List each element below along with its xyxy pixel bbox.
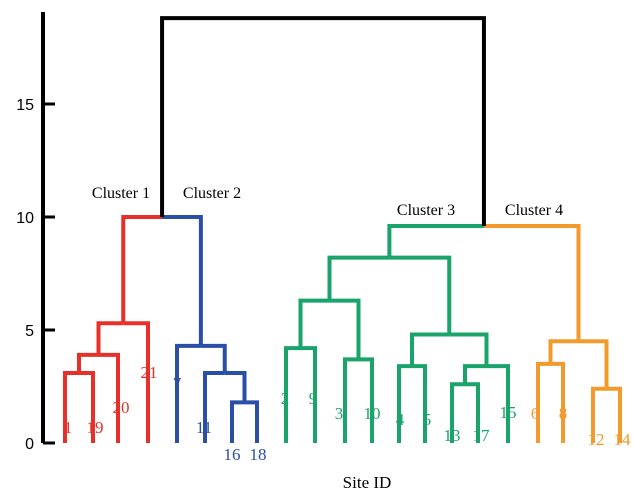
link-7-right [300,346,317,443]
y-axis-ticks: 0 5 10 15 [16,97,55,453]
link-14-right [389,255,452,335]
link-8-right [358,357,374,443]
leaf-label-14: 14 [614,430,632,449]
leaf-label-17: 17 [473,426,491,445]
link-19-right [323,16,486,227]
leaf-label-11: 11 [196,418,212,437]
cluster-label-3: Cluster 3 [397,202,455,219]
link-9-right [329,298,361,360]
leaf-label-13: 13 [444,426,461,445]
leaf-label-1: 1 [64,418,73,437]
leaf-label-21: 21 [141,363,158,382]
link-17-left [548,339,579,364]
leaf-label-20: 20 [113,398,130,417]
dendrogram-links [63,16,622,443]
link-6-left [121,215,163,324]
cluster-labels: Cluster 1 Cluster 2 Cluster 3 Cluster 4 [92,185,563,219]
link-13-right [449,332,489,367]
link-4-left [203,370,225,443]
leaf-label-18: 18 [250,445,267,464]
link-8-left [343,357,359,443]
leaf-label-7: 7 [173,374,182,393]
link-5-right [200,343,227,373]
link-0-right [79,370,95,443]
link-15-right [550,361,565,443]
cluster-label-2: Cluster 2 [183,185,241,202]
link-1-left [77,352,99,373]
y-tick-label-10: 10 [16,210,34,227]
leaf-label-9: 9 [309,389,318,408]
link-10-left [397,364,412,443]
link-3-right [244,400,259,443]
link-9-left [298,298,330,349]
leaf-label-15: 15 [500,403,517,422]
leaf-label-12: 12 [588,430,605,449]
y-tick-label-15: 15 [16,97,34,114]
link-10-right [412,364,427,443]
x-axis-title: Site ID [343,473,392,492]
cluster-label-1: Cluster 1 [92,185,150,202]
link-16-left [591,386,607,443]
link-7-left [284,346,301,443]
leaf-label-4: 4 [396,410,405,429]
link-11-right [465,382,480,443]
link-4-right [224,370,247,403]
leaf-label-10: 10 [364,404,381,423]
link-2-left [96,321,124,355]
link-2-right [123,321,150,443]
leaf-label-19: 19 [87,418,104,437]
link-17-right [578,339,609,389]
cluster-label-4: Cluster 4 [505,202,563,219]
link-18-left [387,224,484,258]
link-3-left [230,400,245,443]
y-tick-label-0: 0 [25,436,34,453]
link-1-right [98,352,120,443]
link-5-left [175,343,201,443]
leaf-label-3: 3 [335,404,344,423]
leaf-label-6: 6 [531,404,540,423]
link-12-left [463,364,487,385]
link-0-left [63,370,79,443]
link-19-left [160,16,323,217]
link-16-right [606,386,622,443]
link-14-left [327,255,390,301]
link-15-left [536,361,551,443]
leaf-label-2: 2 [281,389,290,408]
link-11-left [450,382,465,443]
leaf-label-5: 5 [423,410,432,429]
link-13-left [410,332,450,367]
y-tick-label-5: 5 [25,323,34,340]
link-12-right [486,364,510,443]
leaf-label-16: 16 [224,445,241,464]
link-6-right [162,215,203,346]
leaf-label-8: 8 [559,404,568,423]
link-18-right [483,224,581,342]
leaf-labels: 1 19 20 21 7 11 16 18 2 93 10 4 5 13 17 15 6 8 12 14 [64,363,631,464]
